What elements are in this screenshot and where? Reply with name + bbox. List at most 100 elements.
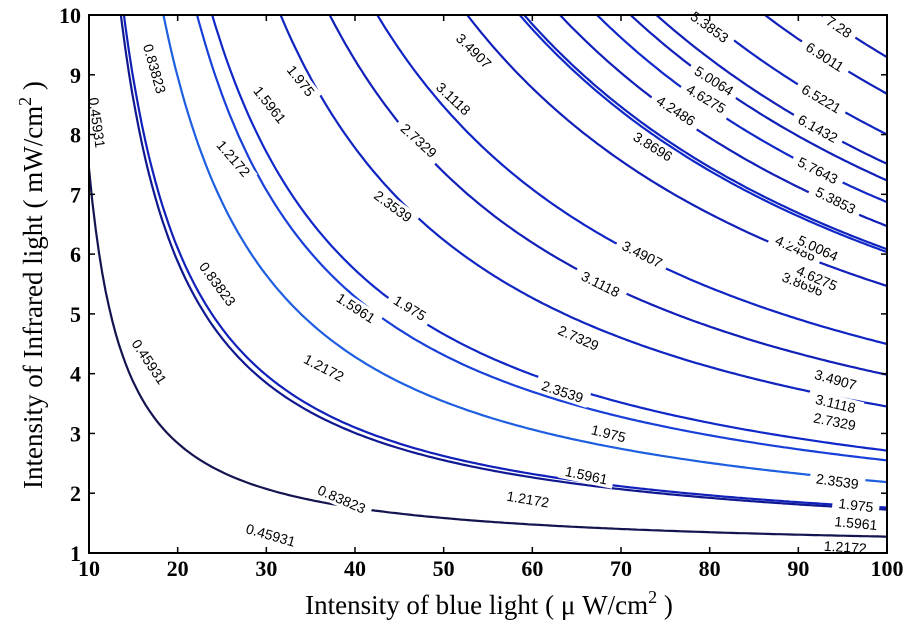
contour-label: 1.2172 xyxy=(823,538,867,557)
y-tick-label: 6 xyxy=(70,242,81,267)
contour-label-background xyxy=(448,25,500,76)
contour-label-background xyxy=(614,234,671,274)
x-tick-label: 10 xyxy=(78,556,100,581)
x-tick-label: 40 xyxy=(344,556,366,581)
x-tick-label: 100 xyxy=(871,556,904,581)
contour-label: 6.1432 xyxy=(795,111,840,146)
contour-line xyxy=(195,15,887,462)
contour-label: 1.5961 xyxy=(834,513,878,533)
contour-label: 1.5961 xyxy=(250,83,289,127)
contour-label: 3.1118 xyxy=(433,79,474,119)
contour-label-background xyxy=(625,125,681,168)
contour-label-background xyxy=(84,90,110,156)
contour-label-background xyxy=(806,389,865,418)
x-axis: 10 20 30 40 50 60 70 80 90 100 xyxy=(78,15,904,581)
y-tick-label: 1 xyxy=(70,541,81,566)
x-tick-label: 50 xyxy=(433,556,455,581)
contour-labels: 0.45931 0.45931 0.45931 0.83823 0.83823 0.838… xyxy=(84,4,885,557)
contour-label-background xyxy=(557,461,616,489)
contour-label-background xyxy=(789,229,847,268)
y-tick-label: 10 xyxy=(59,3,81,28)
contour-label: 6.5221 xyxy=(799,81,844,117)
contour-label: 5.3853 xyxy=(688,8,732,46)
y-tick-label: 2 xyxy=(70,481,81,506)
contour-label: 3.4907 xyxy=(453,30,495,72)
contour-label-background xyxy=(678,77,734,120)
contour-label-background xyxy=(533,375,592,408)
contour-line xyxy=(279,15,887,408)
contour-label-background xyxy=(572,264,629,304)
x-tick-label: 60 xyxy=(521,556,543,581)
contour-label: 2.3539 xyxy=(815,470,860,492)
contour-label: 5.3853 xyxy=(813,183,859,217)
x-tick-label: 90 xyxy=(787,556,809,581)
contour-label-background xyxy=(246,78,294,132)
contour-label-background xyxy=(385,288,435,327)
contour-label-background xyxy=(295,347,353,388)
contour-label-background xyxy=(767,229,825,267)
y-tick-label: 8 xyxy=(70,123,81,148)
contour-line xyxy=(819,15,887,59)
contour-label-background xyxy=(789,108,846,149)
contour-line xyxy=(522,15,887,251)
contour-label: 2.7329 xyxy=(398,120,441,161)
y-axis: 1 2 3 4 5 6 7 8 9 10 xyxy=(59,3,887,566)
contour-label-background xyxy=(427,74,480,124)
contour-label-background xyxy=(309,479,374,520)
contour-label-background xyxy=(366,183,421,230)
y-tick-label: 7 xyxy=(70,182,81,207)
contour-label: 1.2172 xyxy=(505,488,550,511)
contour-label-background xyxy=(789,150,847,190)
contour-label: 0.45931 xyxy=(86,96,109,149)
contour-label-background xyxy=(124,330,174,393)
contour-line xyxy=(162,15,887,484)
contour-label-background xyxy=(192,253,243,315)
contour-label-background xyxy=(686,59,742,103)
contour-label-background xyxy=(817,537,874,557)
contour-label-background xyxy=(797,35,853,79)
y-axis-label: Intensity of Infrared light ( mW/cm2 ) xyxy=(15,81,48,489)
contour-label: 3.4907 xyxy=(620,237,666,271)
contour-line xyxy=(376,15,887,346)
contour-line xyxy=(465,15,887,287)
x-tick-label: 20 xyxy=(167,556,189,581)
contour-line xyxy=(629,15,887,182)
x-tick-label: 30 xyxy=(255,556,277,581)
x-tick-label: 70 xyxy=(610,556,632,581)
contour-label-background xyxy=(831,494,881,516)
contour-label: 1.2172 xyxy=(214,137,254,180)
contour-line xyxy=(122,15,887,509)
y-tick-label: 4 xyxy=(70,362,81,387)
x-axis-label: Intensity of blue light ( μ W/cm2 ) xyxy=(305,587,673,620)
contour-label: 0.83823 xyxy=(315,482,368,517)
y-tick-label: 9 xyxy=(70,63,81,88)
contour-lines xyxy=(89,15,887,538)
contour-label-background xyxy=(774,266,832,302)
plot-frame xyxy=(88,14,888,554)
contour-label-background xyxy=(238,518,304,552)
contour-label: 1.975 xyxy=(838,495,875,515)
contour-line xyxy=(595,15,887,204)
contour-line xyxy=(211,15,887,452)
contour-label: 1.975 xyxy=(590,421,628,445)
contour-label-background xyxy=(827,512,885,534)
contour-line xyxy=(89,168,887,538)
contour-label: 5.7643 xyxy=(795,154,841,188)
contour-label: 3.1118 xyxy=(579,268,623,301)
contour-label: 1.2172 xyxy=(301,351,347,385)
contour-label-background xyxy=(808,469,866,493)
contour-label-background xyxy=(549,319,607,357)
contour-label-background xyxy=(806,408,864,435)
contour-label-background xyxy=(648,88,704,133)
x-tick-label: 80 xyxy=(699,556,721,581)
contour-label-background xyxy=(583,419,634,447)
contour-line xyxy=(119,15,887,511)
y-tick-label: 5 xyxy=(70,302,81,327)
contour-label: 1.5961 xyxy=(334,290,379,327)
contour-line xyxy=(654,15,887,165)
contour-label-background xyxy=(788,259,846,297)
contour-label-background xyxy=(280,57,322,105)
contour-label-background xyxy=(807,180,864,220)
contour-label-background xyxy=(209,132,258,185)
